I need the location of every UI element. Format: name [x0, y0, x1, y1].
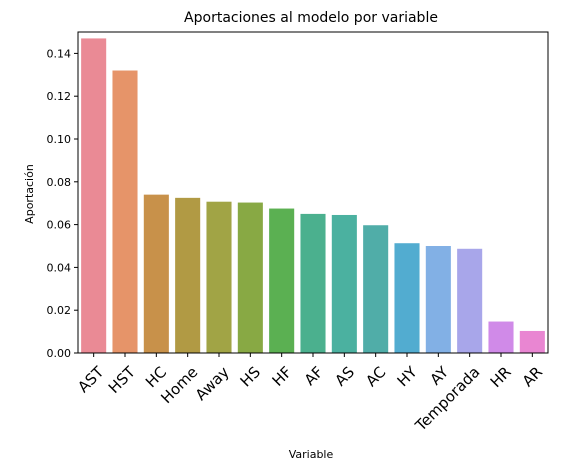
y-tick-label: 0.14: [47, 47, 72, 60]
bars-group: [81, 38, 545, 354]
bar-as: [331, 214, 357, 353]
bar-away: [206, 201, 232, 353]
x-tick-label-ac: AC: [362, 363, 389, 390]
chart-title: Aportaciones al modelo por variable: [184, 10, 438, 26]
x-tick-label-away: Away: [192, 363, 233, 404]
bar-ar: [519, 330, 545, 353]
x-tick-label-af: AF: [301, 363, 327, 389]
y-tick-label: 0.00: [47, 347, 72, 360]
y-axis: 0.00 0.02 0.04 0.06 0.08 0.10 0.12 0.14: [47, 47, 78, 360]
bar-hr: [488, 321, 514, 353]
x-tick-label-ast: AST: [74, 362, 108, 396]
bar-hf: [269, 208, 295, 353]
bar-home: [175, 197, 201, 353]
x-tick-label-hst: HST: [105, 362, 140, 397]
x-tick-label-hs: HS: [237, 363, 264, 390]
y-tick-label: 0.02: [47, 304, 72, 317]
y-tick-label: 0.06: [47, 219, 72, 232]
bar-ac: [363, 225, 389, 353]
x-tick-label-ar: AR: [519, 363, 546, 390]
bar-temporada: [457, 248, 483, 353]
x-tick-label-hf: HF: [269, 363, 296, 390]
bar-ast: [81, 38, 107, 354]
bar-hc: [143, 194, 169, 353]
y-axis-label: Aportación: [23, 164, 36, 224]
x-tick-label-hr: HR: [487, 363, 515, 391]
bar-hst: [112, 70, 138, 354]
x-tick-label-as: AS: [331, 363, 358, 390]
x-axis-label: Variable: [289, 448, 334, 461]
y-tick-label: 0.10: [47, 133, 72, 146]
y-tick-label: 0.04: [47, 261, 72, 274]
y-tick-label: 0.12: [47, 90, 72, 103]
plot-frame: [77, 31, 549, 354]
bar-hy: [394, 243, 420, 353]
bar-ay: [425, 246, 451, 353]
bar-hs: [237, 202, 263, 353]
x-tick-label-hy: HY: [394, 362, 422, 390]
bar-af: [300, 213, 326, 353]
y-tick-label: 0.08: [47, 176, 72, 189]
